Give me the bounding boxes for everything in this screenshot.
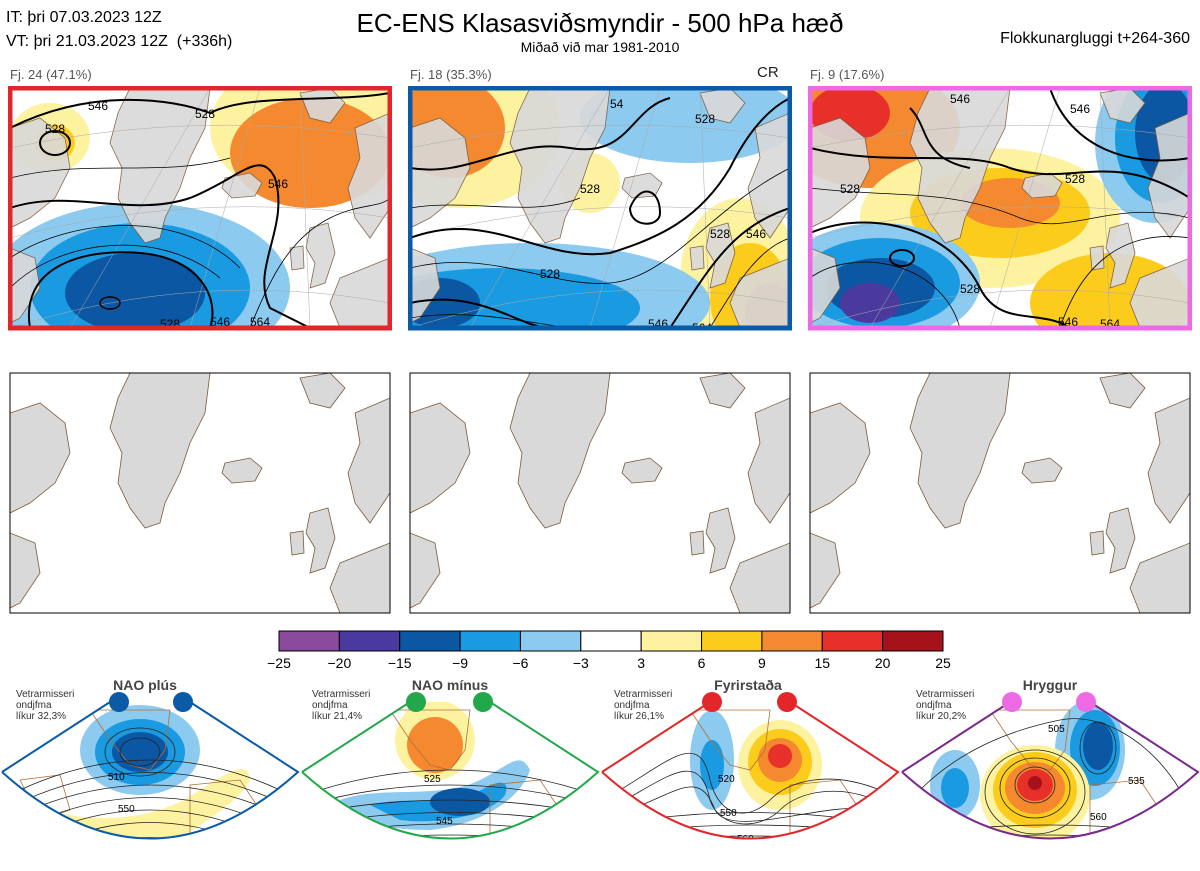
contour-label: 546: [648, 317, 668, 331]
regime-3-marker-right: [777, 692, 797, 712]
empty-map-2: [409, 372, 791, 614]
colorbar-tick-label: 6: [697, 655, 706, 671]
contour-label: 528: [45, 122, 65, 136]
regime-3-map: 520 550 560: [601, 692, 900, 845]
colorbar-segment: [640, 630, 703, 652]
cluster-1-label: Fj. 24 (47.1%): [10, 67, 92, 82]
colorbar-segment: [761, 630, 823, 652]
contour-label: 546: [88, 99, 108, 113]
colorbar-tick-label: 25: [935, 655, 951, 671]
contour-label: 525: [424, 774, 441, 785]
contour-label: 528: [195, 107, 215, 121]
colorbar-segment: [701, 630, 763, 652]
contour-label: 545: [436, 816, 453, 827]
regime-2-marker-left: [406, 692, 426, 712]
colorbar-tick-label: −25: [267, 655, 291, 671]
contour-label: 528: [695, 112, 715, 126]
contour-label: 546: [950, 92, 970, 106]
contour-label: 520: [718, 774, 735, 785]
contour-label: 560: [1090, 812, 1107, 823]
regime-2-map: 525 545 565: [301, 692, 600, 861]
cluster-1-map: 546 528 528 546 528 546 564: [8, 86, 392, 331]
contour-label: 528: [710, 227, 730, 241]
colorbar-segment: [338, 630, 401, 652]
regime-3-marker-left: [702, 692, 722, 712]
cluster-2-label: Fj. 18 (35.3%): [410, 67, 492, 82]
colorbar-segment: [519, 630, 582, 652]
cluster-2-frame: [408, 86, 792, 331]
contour-label: 54: [610, 97, 624, 111]
contour-label: 546: [746, 227, 766, 241]
classification-window: Flokkunargluggi t+264-360: [1000, 30, 1190, 47]
contour-label: 528: [960, 282, 980, 296]
page-title: EC-ENS Klasasviðsmyndir - 500 hPa hæð: [356, 8, 844, 38]
contour-label: 546: [1058, 315, 1078, 329]
regime-1-marker-left: [109, 692, 129, 712]
cluster-2-flag: CR: [757, 64, 779, 81]
contour-label: 546: [268, 177, 288, 191]
contour-label: 528: [580, 182, 600, 196]
regime-1-map: 510 550: [1, 692, 300, 840]
contour-label: 528: [540, 267, 560, 281]
regime-4-marker-left: [1002, 692, 1022, 712]
colorbar-segment: [399, 630, 461, 652]
colorbar-segment: [278, 630, 340, 652]
regime-2-title: NAO mínus: [411, 677, 489, 693]
page-subtitle: Miðað við mar 1981-2010: [520, 39, 680, 55]
regime-1-title: NAO plús: [113, 677, 177, 693]
colorbar-tick-label: −6: [512, 655, 529, 671]
valid-time: VT: þri 21.03.2023 12Z (+336h): [6, 33, 233, 50]
regime-4-marker-right: [1076, 692, 1096, 712]
cluster-3-frame: [808, 86, 1192, 331]
init-time: IT: þri 07.03.2023 12Z: [6, 9, 162, 26]
contour-label: 565: [446, 850, 463, 861]
contour-label: 546: [210, 315, 230, 329]
contour-label: 505: [1048, 724, 1065, 735]
contour-label: 528: [840, 182, 860, 196]
regime-4-map: 505 535 560: [901, 692, 1200, 840]
contour-label: 564: [1100, 317, 1120, 331]
colorbar-segment: [459, 630, 521, 652]
regime-1-marker-right: [173, 692, 193, 712]
cluster-3-map: 546 528 528 546 528 546 564: [808, 86, 1192, 331]
empty-map-1: [9, 372, 391, 614]
contour-label: 564: [250, 315, 270, 329]
cluster-1-frame: [8, 86, 392, 331]
colorbar-segment: [580, 630, 642, 652]
colorbar-tick-label: 3: [637, 655, 646, 671]
contour-label: 560: [737, 834, 754, 845]
colorbar-tick-label: 20: [874, 655, 891, 671]
contour-label: 528: [160, 317, 180, 331]
colorbar-tick-label: −9: [452, 655, 469, 671]
colorbar-segment: [882, 630, 944, 652]
contour-label: 535: [1128, 776, 1145, 787]
colorbar-tick-label: 9: [758, 655, 766, 671]
regime-2-marker-right: [473, 692, 493, 712]
colorbar-segment: [821, 630, 884, 652]
regime-1-note: Vetrarmisseri ondjfma líkur 32,3%: [16, 689, 75, 722]
regime-4-title: Hryggur: [1022, 677, 1078, 693]
contour-label: 546: [1070, 102, 1090, 116]
colorbar-tick-label: −15: [387, 655, 412, 671]
colorbar-tick-label: −3: [572, 655, 589, 671]
regime-3-title: Fyrirstaða: [714, 677, 782, 693]
empty-map-3: [809, 372, 1191, 614]
regime-4-note: Vetrarmisseri ondjfma líkur 20,2%: [916, 689, 975, 722]
contour-label: 510: [108, 772, 125, 783]
colorbar-tick-label: 15: [814, 655, 831, 671]
cluster-2-map: 54 528 528 528 528 546 546 564: [408, 86, 792, 332]
colorbar-tick-label: −20: [327, 655, 352, 671]
contour-label: 564: [692, 321, 712, 332]
regime-3-note: Vetrarmisseri ondjfma líkur 26,1%: [614, 689, 673, 722]
colorbar: [278, 630, 944, 652]
contour-label: 550: [720, 808, 737, 819]
regime-2-note: Vetrarmisseri ondjfma líkur 21,4%: [312, 689, 371, 722]
cluster-3-label: Fj. 9 (17.6%): [810, 67, 885, 82]
contour-label: 528: [1065, 172, 1085, 186]
contour-label: 550: [118, 804, 135, 815]
